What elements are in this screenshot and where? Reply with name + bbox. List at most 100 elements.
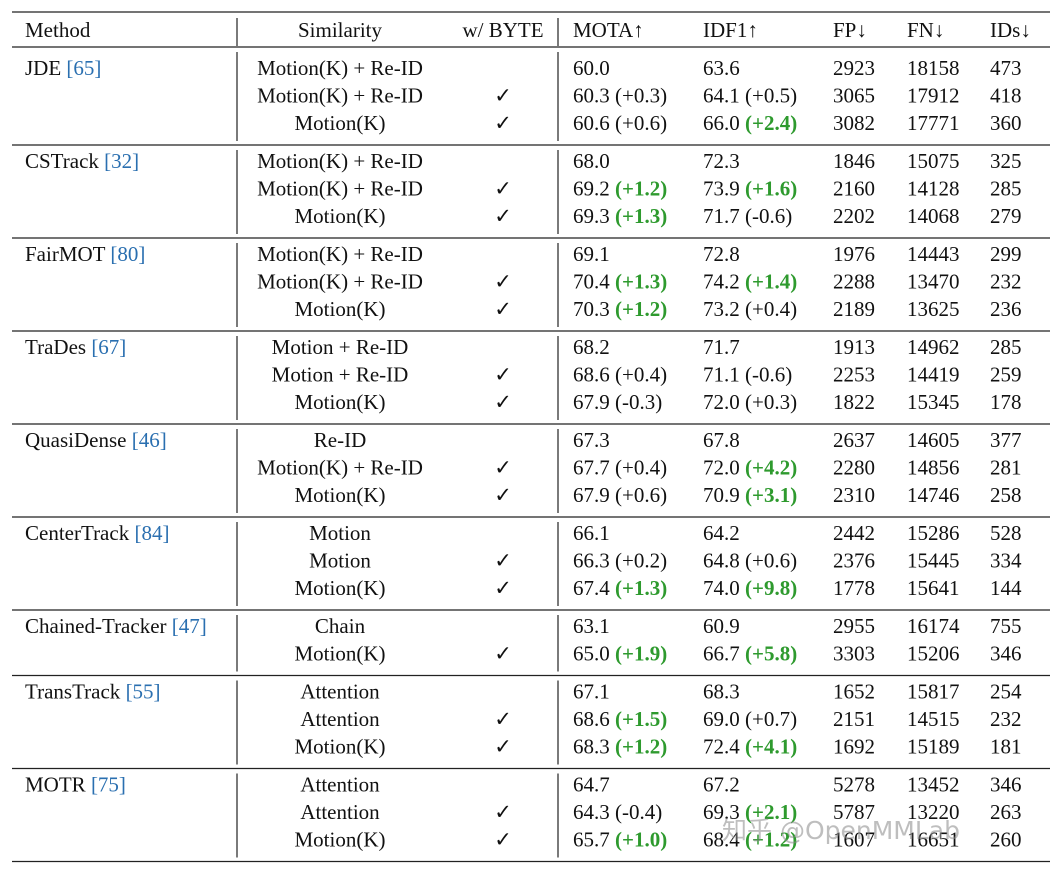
fp: 2280: [833, 455, 875, 479]
method-name: QuasiDense [46]: [25, 428, 167, 452]
fp: 1846: [833, 149, 875, 173]
byte-check: ✓: [494, 548, 512, 572]
citation: [75]: [91, 772, 126, 796]
idf1-delta: (+9.8): [745, 576, 797, 600]
method-name: TraDes [67]: [25, 335, 126, 359]
byte-check: ✓: [494, 734, 512, 758]
mota-cell: 67.7 (+0.4): [573, 455, 667, 479]
idf1-cell: 74.0 (+9.8): [703, 576, 797, 600]
citation: [65]: [66, 56, 101, 80]
mota: 68.6: [573, 362, 610, 386]
fp: 2637: [833, 428, 875, 452]
ids: 377: [990, 428, 1022, 452]
mota-delta: (+1.2): [615, 297, 667, 321]
idf1-cell: 67.2: [703, 772, 740, 796]
mota-cell: 66.1: [573, 521, 610, 545]
idf1-cell: 73.2 (+0.4): [703, 297, 797, 321]
mota-delta: (+1.9): [615, 641, 667, 665]
idf1-cell: 66.0 (+2.4): [703, 111, 797, 135]
mota-delta: (-0.4): [615, 800, 662, 824]
ids: 260: [990, 827, 1022, 851]
mota-delta: (-0.3): [615, 390, 662, 414]
similarity: Motion(K): [295, 111, 386, 135]
idf1: 69.0: [703, 707, 740, 731]
method: TraDes: [25, 335, 86, 359]
method-name: JDE [65]: [25, 56, 101, 80]
idf1-delta: (+0.6): [745, 548, 797, 572]
mota-cell: 68.0: [573, 149, 610, 173]
mota: 60.3: [573, 83, 610, 107]
idf1: 72.0: [703, 455, 740, 479]
method: MOTR: [25, 772, 86, 796]
byte-check: ✓: [494, 576, 512, 600]
fp: 2253: [833, 362, 875, 386]
idf1: 66.0: [703, 111, 740, 135]
idf1-cell: 60.9: [703, 614, 740, 638]
fn: 14962: [907, 335, 960, 359]
column-header: Method: [25, 18, 91, 42]
ids: 285: [990, 335, 1022, 359]
similarity: Motion(K): [295, 390, 386, 414]
fp: 1778: [833, 576, 875, 600]
column-header: FN↓: [907, 18, 944, 42]
idf1-delta: (+4.1): [745, 734, 797, 758]
mota: 69.1: [573, 242, 610, 266]
column-header: FP↓: [833, 18, 867, 42]
fn: 16651: [907, 827, 960, 851]
idf1-cell: 72.0 (+4.2): [703, 455, 797, 479]
similarity: Motion(K): [295, 204, 386, 228]
fn: 14068: [907, 204, 960, 228]
ids: 755: [990, 614, 1022, 638]
idf1: 68.4: [703, 827, 740, 851]
idf1: 67.2: [703, 772, 740, 796]
fn: 17771: [907, 111, 960, 135]
mota-delta: (+1.5): [615, 707, 667, 731]
watermark: 知乎 @OpenMMLab: [722, 816, 960, 845]
idf1: 64.8: [703, 548, 740, 572]
fn: 13470: [907, 269, 960, 293]
idf1-delta: (+1.6): [745, 176, 797, 200]
idf1-cell: 68.3: [703, 679, 740, 703]
mota-delta: (+1.0): [615, 827, 667, 851]
idf1-cell: 64.8 (+0.6): [703, 548, 797, 572]
method: FairMOT: [25, 242, 106, 266]
fp: 2202: [833, 204, 875, 228]
similarity: Motion(K): [295, 734, 386, 758]
fn: 13625: [907, 297, 960, 321]
similarity: Chain: [315, 614, 366, 638]
idf1-cell: 71.7 (-0.6): [703, 204, 792, 228]
mota-cell: 67.1: [573, 679, 610, 703]
idf1: 74.2: [703, 269, 740, 293]
idf1: 72.3: [703, 149, 740, 173]
mota: 68.6: [573, 707, 610, 731]
ids: 263: [990, 800, 1022, 824]
method-name: CenterTrack [84]: [25, 521, 169, 545]
method: JDE: [25, 56, 61, 80]
method: TransTrack: [25, 679, 121, 703]
mota: 68.0: [573, 149, 610, 173]
mota: 68.3: [573, 734, 610, 758]
fn: 13220: [907, 800, 960, 824]
mota: 65.7: [573, 827, 610, 851]
idf1-cell: 64.1 (+0.5): [703, 83, 797, 107]
similarity: Attention: [300, 707, 380, 731]
fp: 1913: [833, 335, 875, 359]
idf1-delta: (+0.3): [745, 390, 797, 414]
idf1: 63.6: [703, 56, 740, 80]
citation: [47]: [172, 614, 207, 638]
fn: 15189: [907, 734, 960, 758]
mota-cell: 70.4 (+1.3): [573, 269, 667, 293]
idf1-cell: 68.4 (+1.2): [703, 827, 797, 851]
mota-cell: 68.6 (+0.4): [573, 362, 667, 386]
fp: 3303: [833, 641, 875, 665]
similarity: Motion(K) + Re-ID: [257, 455, 423, 479]
fn: 16174: [907, 614, 960, 638]
mota: 65.0: [573, 641, 610, 665]
idf1-delta: (+2.4): [745, 111, 797, 135]
mota-delta: (+1.3): [615, 204, 667, 228]
idf1: 64.2: [703, 521, 740, 545]
fn: 15206: [907, 641, 960, 665]
mota-cell: 69.2 (+1.2): [573, 176, 667, 200]
fp: 1607: [833, 827, 875, 851]
